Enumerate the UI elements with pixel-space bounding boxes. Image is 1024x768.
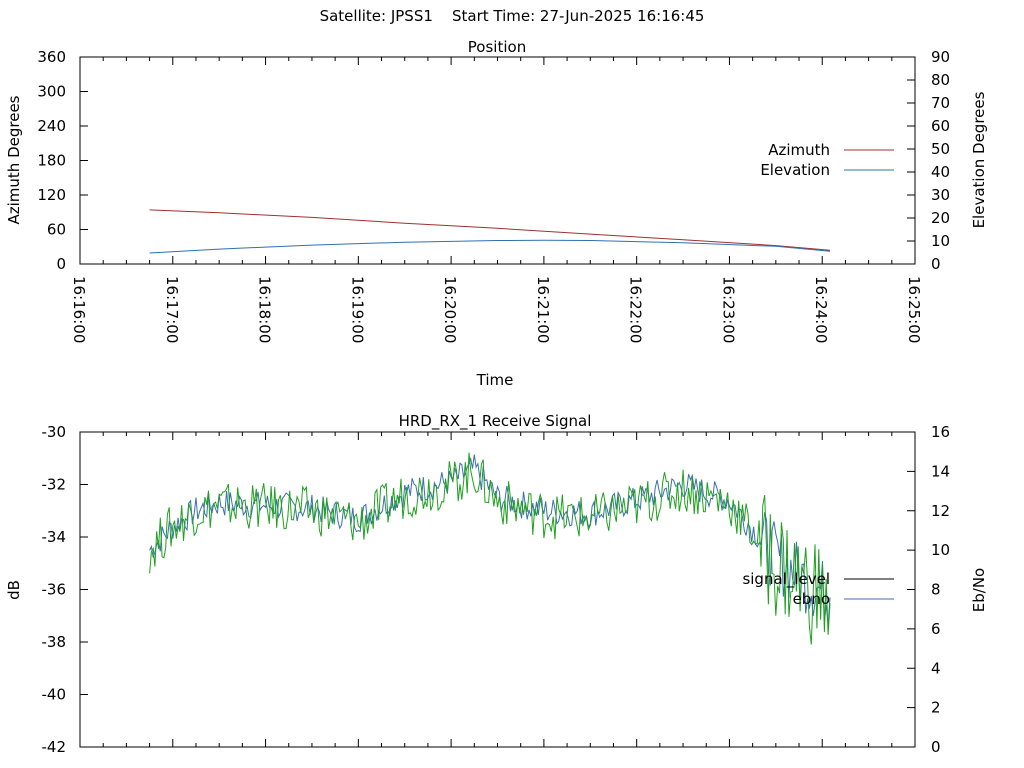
- x-tick-label: 16:25:00: [905, 276, 923, 343]
- y2-tick-label: 0: [931, 738, 941, 756]
- y-tick-label: 60: [47, 221, 66, 239]
- y2-tick-label: 8: [931, 581, 941, 599]
- x-tick-label: 16:17:00: [163, 276, 181, 343]
- receive-signal-chart: HRD_RX_1 Receive Signal dB Eb/No -42 -40 -…: [5, 412, 988, 756]
- y-tick-label: -42: [42, 738, 67, 756]
- y2-tick-label: 2: [931, 699, 941, 717]
- y-tick-label: -36: [42, 581, 67, 599]
- y2-tick-label: 70: [931, 94, 950, 112]
- x-tick-label: 16:23:00: [719, 276, 737, 343]
- y-tick-label: -30: [42, 423, 67, 441]
- x-tick-label: 16:20:00: [441, 276, 459, 343]
- x-tick-label: 16:21:00: [534, 276, 552, 343]
- y2-tick-label: 4: [931, 659, 941, 677]
- series-line-azimuth: [149, 209, 831, 251]
- position-x-axis-label: Time: [476, 371, 514, 389]
- y-tick-label: -40: [42, 686, 67, 704]
- y2-tick-label: 30: [931, 186, 950, 204]
- legend-label: ebno: [793, 590, 830, 608]
- y-tick-label: 120: [37, 186, 66, 204]
- y2-tick-label: 14: [931, 462, 950, 480]
- x-tick-label: 16:16:00: [70, 276, 88, 343]
- y2-tick-label: 10: [931, 232, 950, 250]
- y-tick-label: -32: [42, 476, 67, 494]
- x-tick-label: 16:18:00: [256, 276, 274, 343]
- page-title: Satellite: JPSS1 Start Time: 27-Jun-2025…: [0, 7, 1024, 25]
- x-tick-label: 16:24:00: [812, 276, 830, 343]
- series-line-signal-level: [149, 454, 831, 626]
- y2-tick-label: 6: [931, 620, 941, 638]
- y2-tick-label: 12: [931, 502, 950, 520]
- y2-tick-label: 80: [931, 71, 950, 89]
- legend-label: Azimuth: [768, 141, 830, 159]
- x-tick-label: 16:22:00: [627, 276, 645, 343]
- y2-tick-label: 90: [931, 48, 950, 66]
- position-title: Position: [468, 38, 526, 56]
- y-tick-label: 180: [37, 152, 66, 170]
- position-y2-axis-label: Elevation Degrees: [970, 91, 988, 228]
- y2-tick-label: 0: [931, 255, 941, 273]
- receive-signal-title: HRD_RX_1 Receive Signal: [399, 412, 592, 431]
- y-tick-label: 0: [56, 255, 66, 273]
- y2-tick-label: 16: [931, 423, 950, 441]
- signal-y-axis-label: dB: [5, 580, 23, 600]
- y-tick-label: 300: [37, 83, 66, 101]
- y2-tick-label: 10: [931, 541, 950, 559]
- legend-label: signal_level: [742, 570, 830, 589]
- satellite-label: Satellite: JPSS1: [319, 7, 433, 25]
- position-chart: Position Azimuth Degrees Elevation Degre…: [5, 38, 988, 389]
- y2-tick-label: 40: [931, 163, 950, 181]
- signal-y2-axis-label: Eb/No: [970, 568, 988, 612]
- y2-tick-label: 60: [931, 117, 950, 135]
- y2-tick-label: 50: [931, 140, 950, 158]
- y2-tick-label: 20: [931, 209, 950, 227]
- y-tick-label: 240: [37, 117, 66, 135]
- start-time-label: Start Time: 27-Jun-2025 16:16:45: [451, 7, 705, 25]
- y-tick-label: -34: [42, 528, 67, 546]
- y-tick-label: -38: [42, 633, 67, 651]
- y-tick-label: 360: [37, 48, 66, 66]
- series-line-elevation: [149, 239, 831, 254]
- series-line-ebno: [149, 452, 831, 645]
- position-y-axis-label: Azimuth Degrees: [5, 95, 23, 224]
- x-tick-label: 16:19:00: [348, 276, 366, 343]
- legend-label: Elevation: [760, 161, 830, 179]
